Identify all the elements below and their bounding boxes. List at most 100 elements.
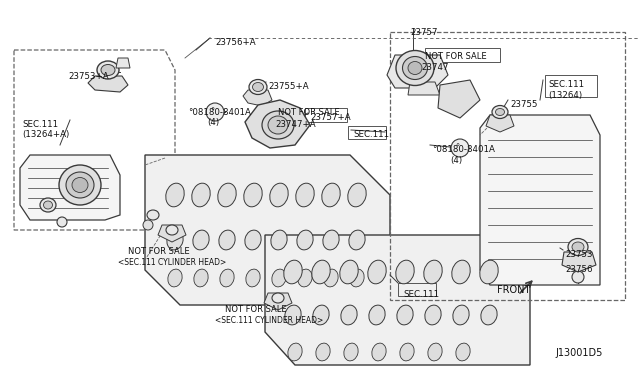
Polygon shape — [480, 115, 600, 285]
Polygon shape — [245, 100, 310, 148]
Ellipse shape — [453, 305, 469, 325]
Polygon shape — [20, 155, 120, 220]
Polygon shape — [158, 225, 186, 242]
Circle shape — [451, 139, 469, 157]
Text: (4): (4) — [450, 156, 462, 165]
Ellipse shape — [166, 225, 178, 235]
Ellipse shape — [296, 183, 314, 207]
Ellipse shape — [219, 230, 235, 250]
Ellipse shape — [246, 269, 260, 287]
Ellipse shape — [101, 64, 115, 76]
Ellipse shape — [492, 106, 508, 119]
Text: SEC.111: SEC.111 — [403, 290, 439, 299]
Ellipse shape — [268, 116, 288, 134]
Ellipse shape — [322, 183, 340, 207]
Circle shape — [57, 217, 67, 227]
Ellipse shape — [288, 343, 302, 361]
Bar — [545, 75, 597, 97]
Text: 23747+A: 23747+A — [275, 120, 316, 129]
Ellipse shape — [297, 230, 313, 250]
Text: 23757+A: 23757+A — [310, 113, 351, 122]
Circle shape — [271, 130, 275, 134]
Ellipse shape — [272, 269, 286, 287]
Ellipse shape — [245, 230, 261, 250]
Ellipse shape — [372, 343, 386, 361]
Ellipse shape — [271, 230, 287, 250]
Ellipse shape — [495, 109, 504, 115]
Text: 23755: 23755 — [510, 100, 538, 109]
Ellipse shape — [298, 269, 312, 287]
Circle shape — [206, 103, 224, 121]
Ellipse shape — [40, 198, 56, 212]
Bar — [425, 48, 500, 62]
Circle shape — [572, 271, 584, 283]
Ellipse shape — [166, 183, 184, 207]
Ellipse shape — [244, 183, 262, 207]
Ellipse shape — [568, 238, 588, 256]
Ellipse shape — [324, 269, 338, 287]
Polygon shape — [408, 82, 440, 95]
Ellipse shape — [44, 201, 52, 209]
Ellipse shape — [193, 230, 209, 250]
Text: SEC.111: SEC.111 — [353, 130, 389, 139]
Circle shape — [143, 220, 153, 230]
Text: SEC.111: SEC.111 — [22, 120, 58, 129]
Ellipse shape — [313, 305, 329, 325]
Ellipse shape — [97, 61, 119, 79]
Ellipse shape — [168, 269, 182, 287]
Ellipse shape — [220, 269, 234, 287]
Text: °: ° — [455, 144, 459, 153]
Ellipse shape — [452, 260, 470, 284]
Polygon shape — [438, 80, 480, 118]
Polygon shape — [562, 252, 596, 272]
Text: 23756: 23756 — [565, 265, 593, 274]
Ellipse shape — [249, 80, 267, 94]
Ellipse shape — [424, 260, 442, 284]
Text: °08180-8401A: °08180-8401A — [188, 108, 251, 117]
Ellipse shape — [147, 210, 159, 220]
Circle shape — [280, 130, 285, 134]
Text: 23753: 23753 — [565, 250, 593, 259]
Bar — [348, 126, 386, 139]
Text: NOT FOR SALE: NOT FOR SALE — [425, 52, 486, 61]
Ellipse shape — [59, 165, 101, 205]
Ellipse shape — [397, 305, 413, 325]
Ellipse shape — [400, 343, 414, 361]
Ellipse shape — [262, 111, 294, 139]
Text: <SEC.111 CYLINDER HEAD>: <SEC.111 CYLINDER HEAD> — [215, 316, 323, 325]
Polygon shape — [88, 76, 128, 92]
Ellipse shape — [341, 305, 357, 325]
Circle shape — [285, 123, 289, 127]
Ellipse shape — [349, 230, 365, 250]
Polygon shape — [145, 155, 390, 305]
Text: °: ° — [210, 108, 214, 116]
Ellipse shape — [481, 305, 497, 325]
Text: 23756+A: 23756+A — [215, 38, 255, 47]
Ellipse shape — [272, 293, 284, 303]
Ellipse shape — [369, 305, 385, 325]
Ellipse shape — [312, 260, 330, 284]
Ellipse shape — [194, 269, 208, 287]
Circle shape — [280, 116, 285, 120]
Ellipse shape — [425, 305, 441, 325]
Bar — [305, 108, 347, 122]
Ellipse shape — [323, 230, 339, 250]
Ellipse shape — [344, 343, 358, 361]
Ellipse shape — [316, 343, 330, 361]
Text: (13264+A): (13264+A) — [22, 130, 69, 139]
Text: 23747: 23747 — [421, 63, 449, 72]
Ellipse shape — [480, 260, 498, 284]
Polygon shape — [116, 58, 130, 68]
Text: (13264): (13264) — [548, 91, 582, 100]
Ellipse shape — [396, 260, 414, 284]
Polygon shape — [265, 235, 530, 365]
Text: J13001D5: J13001D5 — [555, 348, 602, 358]
Ellipse shape — [396, 51, 434, 86]
Ellipse shape — [340, 260, 358, 284]
Text: SEC.111: SEC.111 — [548, 80, 584, 89]
Ellipse shape — [428, 343, 442, 361]
Text: <SEC.111 CYLINDER HEAD>: <SEC.111 CYLINDER HEAD> — [118, 258, 227, 267]
Text: 23755+A: 23755+A — [268, 82, 308, 91]
Polygon shape — [387, 55, 448, 88]
Ellipse shape — [284, 260, 302, 284]
